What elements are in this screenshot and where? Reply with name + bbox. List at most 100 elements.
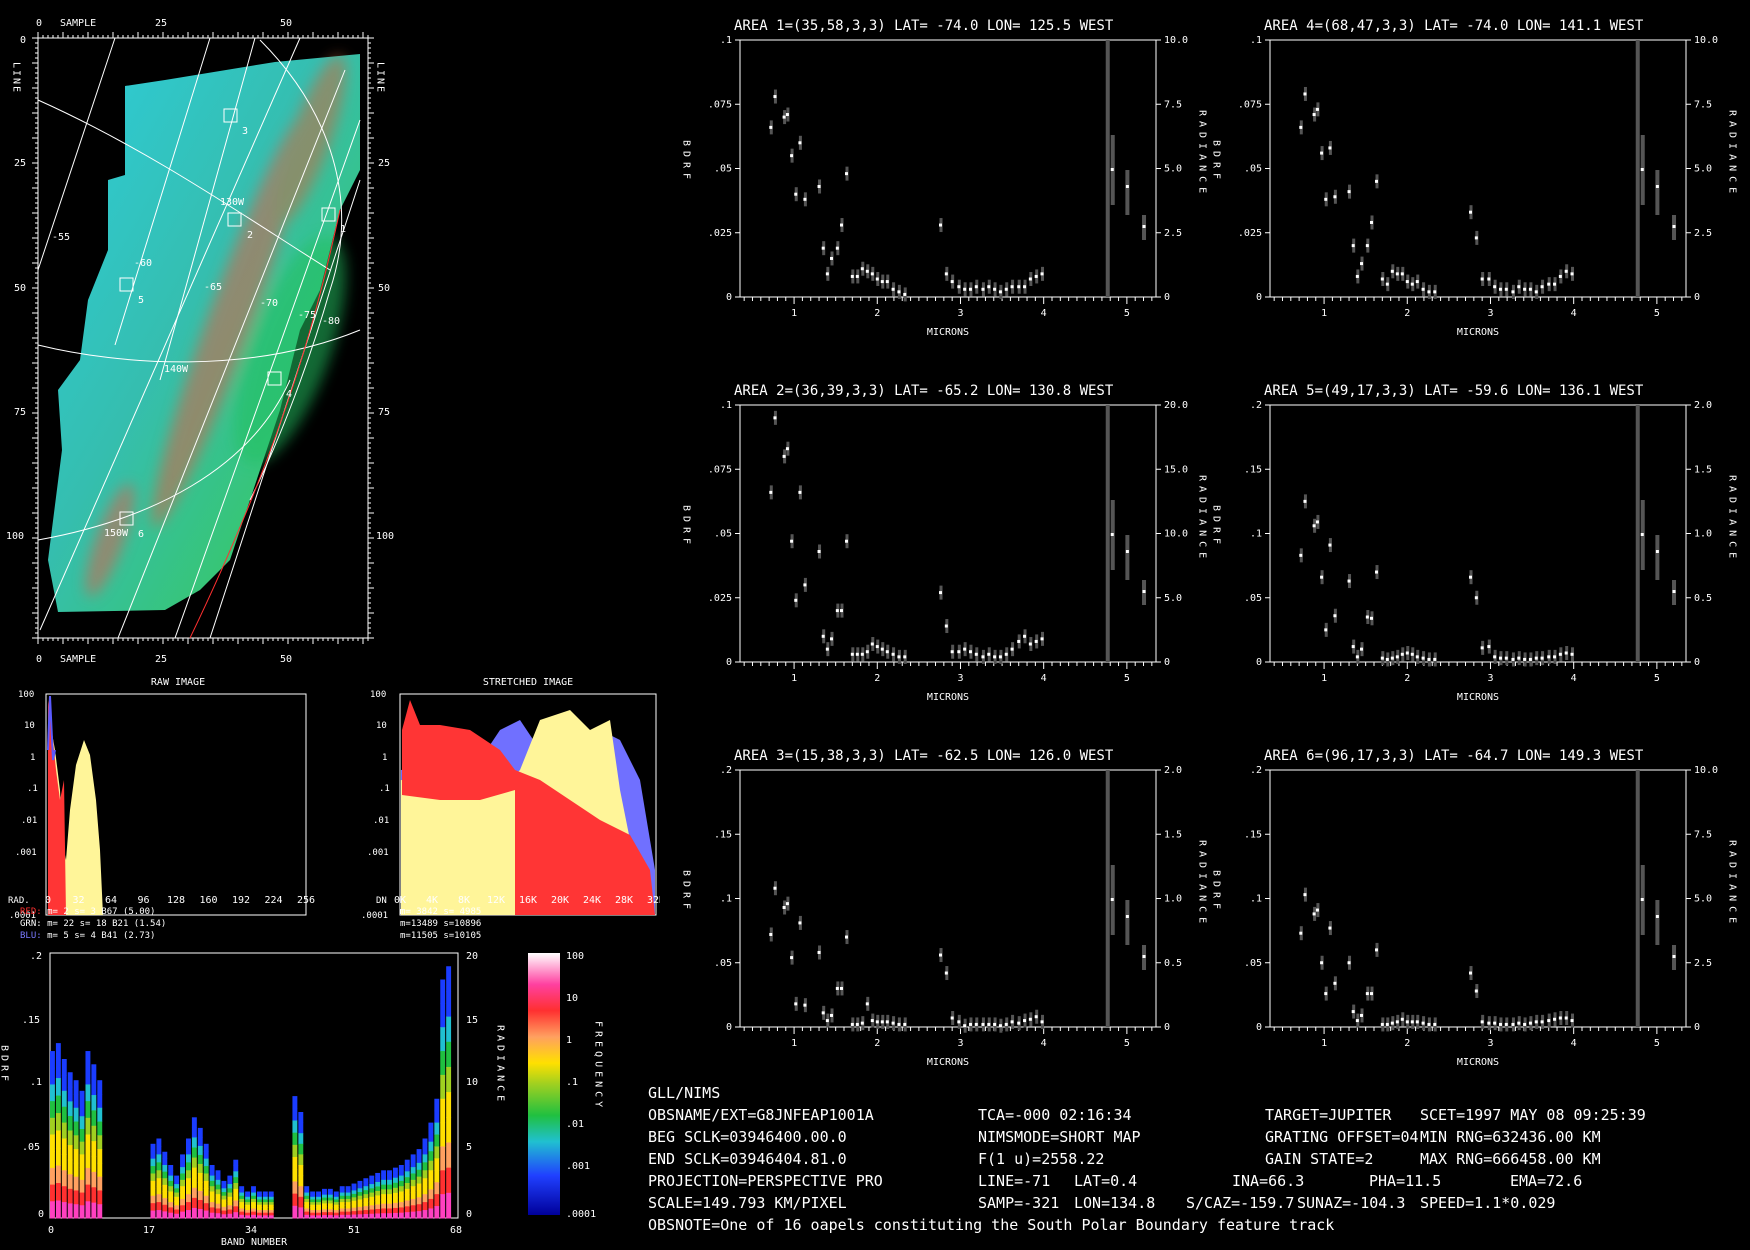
band-plot-column (392, 1182, 398, 1189)
band-plot-column (387, 1213, 392, 1219)
band-plot-column (256, 1194, 262, 1198)
band-plot-column (67, 1145, 73, 1161)
spectrum-point (1374, 179, 1378, 183)
spectrum-point (880, 647, 884, 651)
spectrum-point (1142, 955, 1146, 958)
band-plot-column (73, 1135, 79, 1150)
band-plot-column (233, 1188, 239, 1196)
spectrum-point (1110, 168, 1114, 171)
band-plot-column (156, 1138, 162, 1147)
band-plot-column (186, 1210, 191, 1219)
band-plot-column (251, 1186, 256, 1190)
spectrum-point (1517, 285, 1521, 289)
spectrum-ytick: .075 (1238, 99, 1262, 110)
spectrum-rtick: 2.5 (1694, 228, 1712, 239)
band-plot-column (339, 1208, 345, 1213)
stretched-hist-ytick: .001 (367, 848, 389, 858)
spectrum-point (773, 416, 777, 420)
band-plot-column (221, 1195, 227, 1200)
band-plot-column (292, 1132, 298, 1146)
stretched-hist-xtick: 4K (426, 895, 438, 906)
stretched-hist-xtick: 16K (519, 895, 537, 906)
spectrum-rtick: 0 (1694, 292, 1700, 303)
spectrum-rtick: 5.0 (1164, 164, 1182, 175)
band-plot-column (197, 1154, 203, 1165)
band-plot-column (233, 1200, 239, 1207)
band-plot-column (363, 1194, 369, 1199)
band-plot-column (186, 1178, 191, 1187)
spectrum-frame (739, 39, 1157, 298)
band-plot-column (256, 1199, 262, 1203)
band-plot-column (387, 1203, 392, 1209)
raw-hist-xtick: 64 (105, 895, 117, 906)
band-plot-column (363, 1198, 369, 1203)
spectrum-point (957, 650, 961, 654)
band-plot-column (357, 1184, 363, 1189)
spectrum-point (1640, 898, 1644, 901)
spectrum-point (1347, 579, 1351, 583)
stretched-hist-xtick: 32K (647, 895, 660, 906)
band-plot-column (256, 1212, 262, 1216)
band-plot-column (434, 1110, 440, 1124)
spectrum-point (1385, 282, 1389, 286)
spectrum-ytick: .1 (1250, 894, 1262, 905)
spectrum-point (1433, 1022, 1437, 1026)
spectrum-point (1010, 285, 1014, 289)
band-plot-column (73, 1176, 79, 1191)
band-plot-column (381, 1179, 387, 1186)
band-plot-column (61, 1154, 67, 1171)
band-plot-column (203, 1210, 209, 1219)
spectrum-point (1328, 146, 1332, 150)
band-plot-column (61, 1202, 67, 1219)
band-plot-column (375, 1190, 381, 1196)
spectrum-ytick: .075 (708, 464, 732, 475)
band-plot-column (55, 1165, 61, 1184)
spectrum-point (782, 905, 786, 909)
band-plot-column (203, 1180, 209, 1189)
band-plot-column (245, 1215, 251, 1219)
band-plot-column (298, 1175, 304, 1187)
band-plot-column (85, 1051, 91, 1069)
info-field: MIN RNG=632436.00 KM (1420, 1128, 1601, 1146)
map-area-box (321, 207, 336, 222)
band-plot-column (221, 1203, 227, 1208)
spectrum-point (1040, 637, 1044, 641)
band-plot-column (227, 1188, 233, 1194)
spectrum-point (1528, 287, 1532, 291)
spectrum-rtick: 2.5 (1164, 228, 1182, 239)
band-plot-column (150, 1195, 156, 1204)
spectrum-point (1433, 657, 1437, 661)
band-plot-column (416, 1176, 422, 1185)
spectrum-rtick: 7.5 (1694, 99, 1712, 110)
band-plot-column (97, 1190, 103, 1205)
band-plot-column (79, 1167, 85, 1181)
band-plot-column (239, 1208, 245, 1213)
band-plot-column (186, 1202, 191, 1211)
band-plot-column (422, 1210, 428, 1219)
band-plot-column (50, 1134, 55, 1152)
band-plot-column (363, 1202, 369, 1207)
spectrum-point (1433, 290, 1437, 294)
spectrum-point (944, 272, 948, 276)
band-plot-column (85, 1201, 91, 1219)
spectrum-ytick: .05 (714, 164, 732, 175)
band-plot-column (404, 1159, 410, 1167)
band-plot-column (245, 1194, 251, 1198)
spectrum-xtick: 2 (874, 673, 880, 684)
band-plot-column (446, 1041, 452, 1068)
spectrum-point (782, 454, 786, 458)
band-plot-column (339, 1211, 345, 1216)
spectrum-point (844, 539, 848, 543)
band-plot-column (233, 1177, 239, 1184)
spectrum-rtick: 0 (1694, 1022, 1700, 1033)
band-plot-column (363, 1210, 369, 1215)
band-plot-column (61, 1122, 67, 1139)
band-plot-column (446, 1092, 452, 1118)
band-plot-column (186, 1138, 191, 1147)
band-plot-xlabel: BAND NUMBER (221, 1237, 288, 1248)
band-plot-column (310, 1215, 316, 1219)
band-plot-column (268, 1210, 274, 1214)
band-plot-column (156, 1162, 162, 1171)
band-plot-ytick: 0 (38, 1209, 44, 1220)
spectrum-xtick: 3 (957, 673, 963, 684)
